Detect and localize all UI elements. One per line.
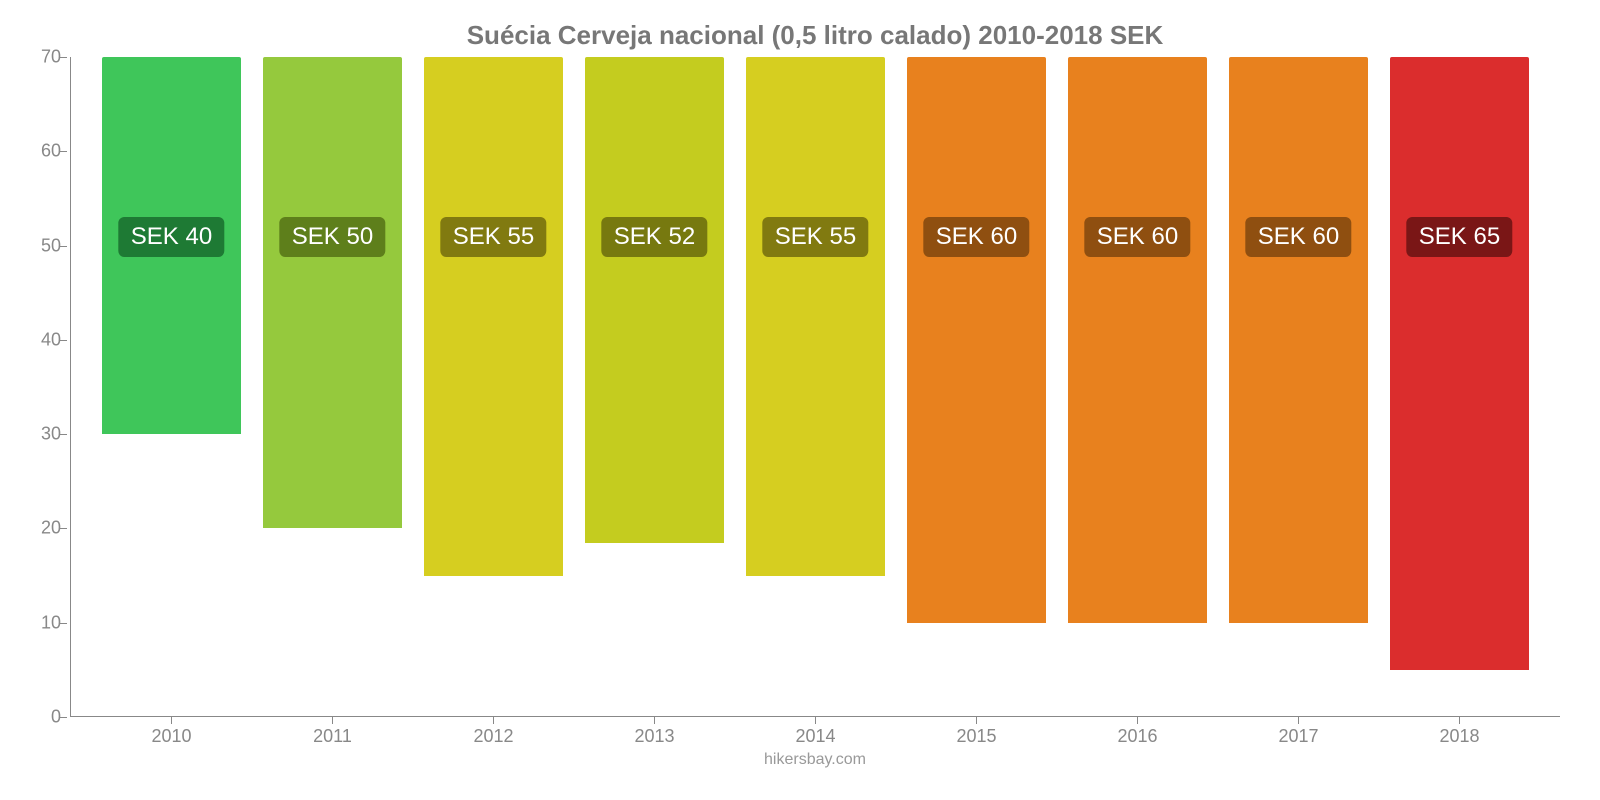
bar-slot: SEK 502011 [252,57,413,716]
bar-slot: SEK 602015 [896,57,1057,716]
x-tick-label: 2018 [1439,726,1479,747]
x-tick [815,716,816,724]
x-tick [1298,716,1299,724]
value-badge: SEK 60 [1246,217,1351,257]
x-tick-label: 2010 [151,726,191,747]
plot-area: SEK 402010SEK 502011SEK 552012SEK 522013… [70,57,1560,717]
value-badge: SEK 50 [280,217,385,257]
bar: SEK 60 [907,57,1045,623]
x-tick [1137,716,1138,724]
x-tick-label: 2017 [1278,726,1318,747]
bar-slot: SEK 602017 [1218,57,1379,716]
y-tick-label: 70 [21,47,61,68]
x-tick-label: 2016 [1117,726,1157,747]
bar-slot: SEK 602016 [1057,57,1218,716]
y-tick-label: 20 [21,518,61,539]
bar-slot: SEK 552012 [413,57,574,716]
value-badge: SEK 65 [1407,217,1512,257]
x-tick [654,716,655,724]
bar-slot: SEK 402010 [91,57,252,716]
x-tick-label: 2011 [313,726,352,747]
bar: SEK 65 [1390,57,1528,670]
value-badge: SEK 60 [924,217,1029,257]
value-badge: SEK 55 [441,217,546,257]
x-tick-label: 2014 [795,726,835,747]
y-tick-label: 10 [21,612,61,633]
bar-slot: SEK 552014 [735,57,896,716]
x-tick [976,716,977,724]
bar: SEK 60 [1229,57,1367,623]
y-tick-label: 40 [21,329,61,350]
bar: SEK 60 [1068,57,1206,623]
bar: SEK 55 [424,57,562,576]
value-badge: SEK 52 [602,217,707,257]
y-tick-label: 30 [21,424,61,445]
value-badge: SEK 60 [1085,217,1190,257]
y-tick-label: 60 [21,141,61,162]
chart-container: Suécia Cerveja nacional (0,5 litro calad… [0,0,1600,800]
bar: SEK 50 [263,57,401,528]
bar: SEK 52 [585,57,723,543]
y-tick-label: 0 [21,707,61,728]
x-tick [171,716,172,724]
bar: SEK 40 [102,57,240,434]
x-tick-label: 2015 [956,726,996,747]
attribution-text: hikersbay.com [70,751,1560,769]
y-tick-label: 50 [21,235,61,256]
x-tick-label: 2013 [634,726,674,747]
x-tick [332,716,333,724]
bars-group: SEK 402010SEK 502011SEK 552012SEK 522013… [71,57,1560,716]
chart-title: Suécia Cerveja nacional (0,5 litro calad… [70,20,1560,51]
value-badge: SEK 55 [763,217,868,257]
bar-slot: SEK 652018 [1379,57,1540,716]
x-tick-label: 2012 [473,726,513,747]
bar: SEK 55 [746,57,884,576]
bar-slot: SEK 522013 [574,57,735,716]
x-tick [493,716,494,724]
value-badge: SEK 40 [119,217,224,257]
x-tick [1459,716,1460,724]
